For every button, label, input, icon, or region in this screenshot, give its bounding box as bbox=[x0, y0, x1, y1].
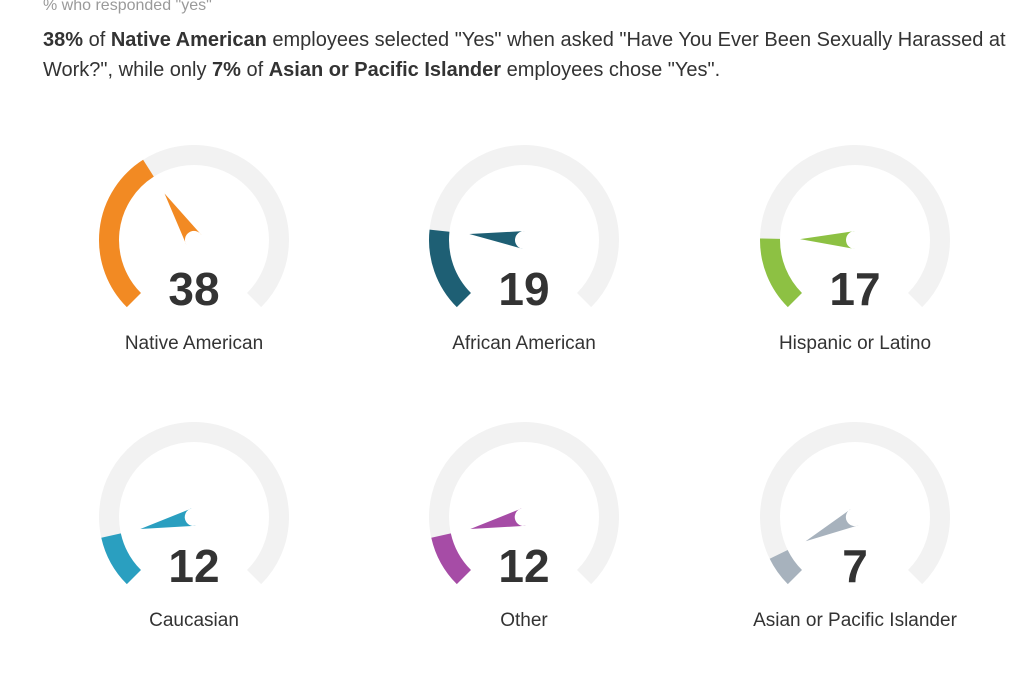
gauge-native-american: 38 Native American bbox=[94, 140, 354, 380]
gauge-fill bbox=[101, 533, 142, 585]
gauge-needle bbox=[469, 230, 525, 249]
gauge-needle bbox=[470, 508, 526, 529]
headline-text: of bbox=[240, 59, 269, 81]
gauge-fill bbox=[760, 238, 803, 308]
gauge-label: Asian or Pacific Islander bbox=[753, 610, 957, 631]
gauge-label: Caucasian bbox=[149, 610, 239, 631]
gauge-track bbox=[760, 422, 950, 585]
gauge-fill bbox=[429, 229, 472, 308]
gauge-dial bbox=[760, 422, 950, 585]
gauge-dial bbox=[429, 145, 619, 308]
gauge-dial bbox=[760, 145, 950, 308]
gauge-needle bbox=[164, 193, 202, 245]
gauge-value: 7 bbox=[842, 540, 868, 592]
headline-emphasis: 38% bbox=[43, 29, 84, 51]
chart-headline: 38% of Native American employees selecte… bbox=[43, 25, 1018, 85]
gauge-dial bbox=[429, 422, 619, 585]
headline-emphasis: Asian or Pacific Islander bbox=[268, 59, 502, 81]
gauge-asian-or-pacific-islander: 7 Asian or Pacific Islander bbox=[753, 417, 1015, 657]
gauge-value: 38 bbox=[168, 263, 220, 315]
gauge-other: 12 Other bbox=[424, 417, 684, 657]
gauge-needle bbox=[805, 508, 859, 542]
headline-text: employees selected "Yes" when asked "Hav… bbox=[43, 29, 1006, 81]
gauge-dial bbox=[99, 422, 289, 585]
gauge-value: 19 bbox=[498, 263, 550, 315]
headline-emphasis: Native American bbox=[110, 29, 267, 51]
gauge-hispanic-or-latino: 17 Hispanic or Latino bbox=[755, 140, 1015, 380]
gauge-dial bbox=[99, 145, 289, 308]
gauge-value: 12 bbox=[168, 540, 220, 592]
gauge-label: Other bbox=[500, 610, 548, 631]
gauge-label: Hispanic or Latino bbox=[778, 333, 932, 354]
gauge-track bbox=[99, 422, 289, 585]
headline-text: employees chose "Yes". bbox=[501, 59, 721, 81]
gauge-fill bbox=[769, 549, 803, 585]
gauge-value: 12 bbox=[498, 540, 550, 592]
headline-text: of bbox=[83, 29, 111, 51]
headline-emphasis: 7% bbox=[212, 59, 241, 81]
chart-subtitle: % who responded "yes" bbox=[43, 0, 212, 14]
gauge-needle bbox=[140, 508, 196, 529]
gauge-african-american: 19 African American bbox=[424, 140, 684, 380]
gauge-label: African American bbox=[452, 333, 596, 354]
gauge-track bbox=[429, 422, 619, 585]
gauge-value: 17 bbox=[829, 263, 881, 315]
gauge-caucasian: 12 Caucasian bbox=[94, 417, 354, 657]
gauge-fill bbox=[431, 533, 472, 585]
gauge-needle bbox=[800, 230, 856, 249]
gauge-fill bbox=[99, 159, 155, 308]
gauge-label: Native American bbox=[124, 333, 264, 354]
